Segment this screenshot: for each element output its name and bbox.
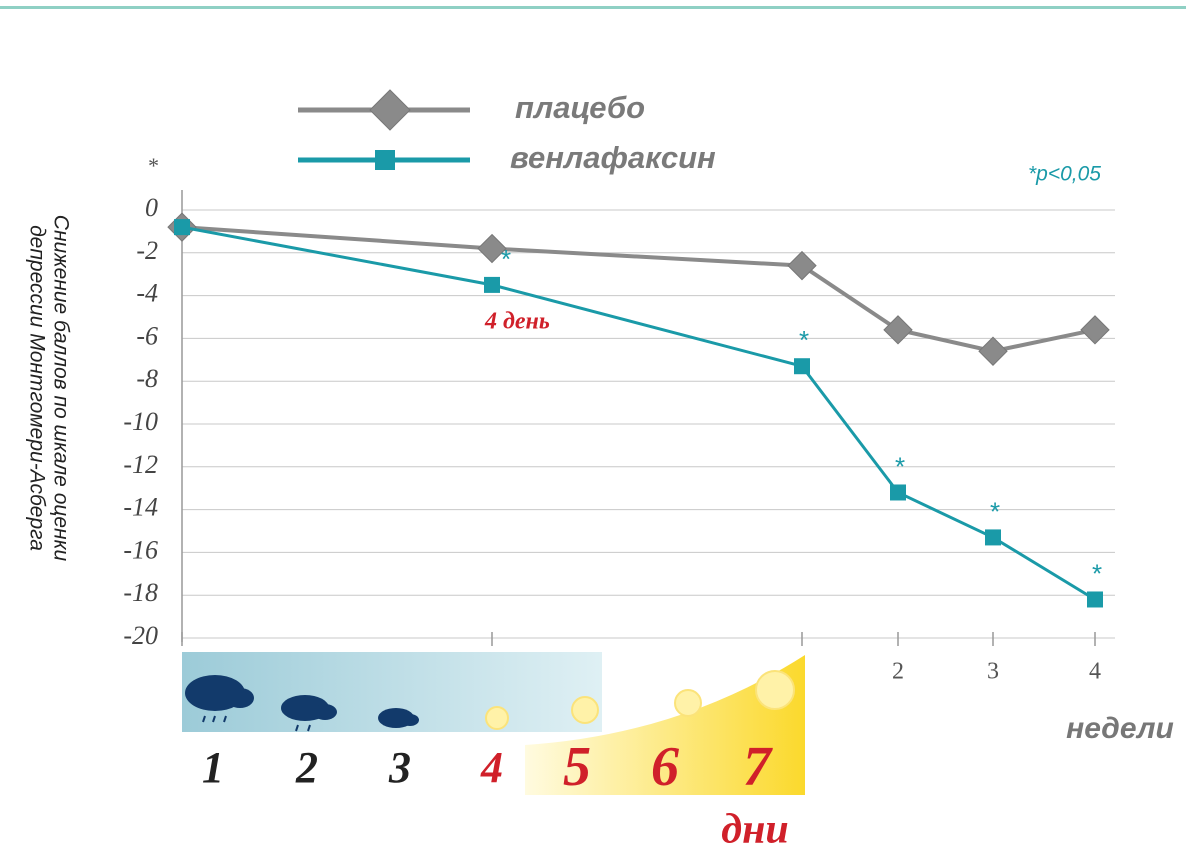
y-tick-label: -20: [123, 621, 158, 650]
day-label: 1: [202, 743, 224, 792]
axis-note: *: [147, 153, 158, 178]
y-tick-label: -2: [136, 236, 158, 265]
significance-mark: *: [990, 496, 1000, 526]
x-tick-label: 3: [987, 659, 999, 685]
y-tick-label: -10: [123, 407, 158, 436]
x-axis-label: недели: [1066, 712, 1174, 745]
y-axis-label: депрессии Монтгомери-Асберга: [25, 225, 48, 551]
day-label: 4: [480, 743, 503, 792]
legend-diamond: [369, 89, 411, 131]
y-axis-label: Снижение баллов по шкале оценки: [49, 215, 72, 562]
square-marker: [174, 219, 190, 236]
series-line: [181, 225, 1096, 354]
x-tick-label: 2: [892, 659, 904, 685]
significance-mark: *: [799, 325, 809, 355]
x-tick-label: 4: [1089, 659, 1101, 685]
diamond-marker: [978, 336, 1008, 366]
y-tick-label: -8: [136, 364, 158, 393]
significance-mark: *: [1092, 558, 1102, 588]
square-marker: [985, 529, 1001, 546]
day-label: 5: [563, 736, 591, 798]
diamond-marker: [477, 233, 507, 264]
y-tick-label: -6: [136, 321, 158, 350]
square-marker: [794, 358, 810, 375]
diamond-marker: [1080, 315, 1110, 345]
day-label: 6: [651, 736, 679, 798]
y-tick-label: -14: [123, 493, 158, 522]
day-label: 3: [388, 743, 411, 792]
series-line: [181, 225, 1096, 601]
top-border: [0, 6, 1186, 9]
y-tick-label: -16: [123, 535, 158, 564]
diamond-marker: [787, 250, 817, 281]
square-marker: [890, 484, 906, 501]
legend-square: [375, 150, 395, 170]
diamond-marker: [883, 315, 913, 345]
days-label: дни: [721, 807, 789, 853]
note: *p<0,05: [1028, 163, 1101, 186]
y-tick-label: -12: [123, 450, 158, 479]
significance-mark: *: [895, 451, 905, 481]
day-label: 7: [743, 736, 773, 798]
significance-mark: *: [501, 244, 511, 274]
day-label: 2: [295, 743, 318, 792]
annotation: 4 день: [484, 309, 550, 335]
legend-label: венлафаксин: [510, 140, 716, 175]
legend-label: плацебо: [515, 90, 645, 125]
y-tick-label: -18: [123, 578, 158, 607]
y-tick-label: 0: [145, 193, 158, 222]
weather-illustration: [182, 652, 805, 795]
square-marker: [484, 276, 500, 293]
square-marker: [1087, 591, 1103, 608]
y-tick-label: -4: [136, 279, 158, 308]
